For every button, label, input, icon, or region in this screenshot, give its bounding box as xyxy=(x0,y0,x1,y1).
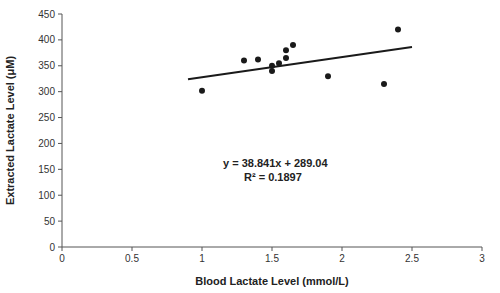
y-tick-label: 50 xyxy=(44,216,56,227)
axes: 0 0.5 1 1.5 2 2.5 3 0 50 100 150 200 250 300 350 400 450 xyxy=(38,9,485,265)
scatter-point xyxy=(290,42,296,48)
y-tick xyxy=(58,65,62,66)
scatter-point xyxy=(395,27,401,33)
y-tick-label: 450 xyxy=(38,9,55,20)
plot-area xyxy=(188,27,412,94)
y-tick-label: 100 xyxy=(38,190,55,201)
y-tick xyxy=(58,117,62,118)
x-tick xyxy=(412,247,413,251)
scatter-point xyxy=(269,68,275,74)
chart: 0 0.5 1 1.5 2 2.5 3 0 50 100 150 200 250 300 350 400 450… xyxy=(0,0,500,293)
y-tick-label: 250 xyxy=(38,112,55,123)
x-tick xyxy=(202,247,203,251)
y-tick-label: 350 xyxy=(38,60,55,71)
scatter-point xyxy=(255,57,261,63)
annotation: R² = 0.1897 xyxy=(244,171,302,183)
scatter-point xyxy=(381,81,387,87)
x-tick-label: 0.5 xyxy=(125,253,139,264)
scatter-point xyxy=(199,88,205,94)
y-tick xyxy=(58,39,62,40)
x-tick-label: 2 xyxy=(339,253,345,264)
x-tick-label: 2.5 xyxy=(405,253,419,264)
x-tick-label: 0 xyxy=(59,253,65,264)
trend-line xyxy=(188,47,412,79)
y-tick-label: 300 xyxy=(38,86,55,97)
y-tick xyxy=(58,221,62,222)
scatter-point xyxy=(283,47,289,53)
y-tick-label: 0 xyxy=(49,242,55,253)
y-tick xyxy=(58,247,62,248)
y-tick xyxy=(58,143,62,144)
scatter-point xyxy=(283,55,289,61)
y-tick-label: 150 xyxy=(38,164,55,175)
scatter-point xyxy=(325,73,331,79)
y-tick xyxy=(58,14,62,15)
x-tick xyxy=(272,247,273,251)
annotations: y = 38.841x + 289.04 R² = 0.1897 xyxy=(223,157,328,183)
x-tick xyxy=(482,247,483,251)
y-tick xyxy=(58,169,62,170)
y-axis-line xyxy=(62,14,63,247)
x-tick xyxy=(342,247,343,251)
y-tick xyxy=(58,91,62,92)
y-tick xyxy=(58,195,62,196)
x-tick xyxy=(62,247,63,251)
x-tick-label: 3 xyxy=(479,253,485,264)
x-tick-label: 1 xyxy=(199,253,205,264)
y-tick-label: 200 xyxy=(38,138,55,149)
x-tick-label: 1.5 xyxy=(265,253,279,264)
y-tick-label: 400 xyxy=(38,34,55,45)
x-tick xyxy=(132,247,133,251)
x-axis-label: Blood Lactate Level (mmol/L) xyxy=(195,275,349,287)
annotation: y = 38.841x + 289.04 xyxy=(223,157,328,169)
y-axis-label: Extracted Lactate Level (μM) xyxy=(4,56,16,206)
scatter-point xyxy=(241,58,247,64)
